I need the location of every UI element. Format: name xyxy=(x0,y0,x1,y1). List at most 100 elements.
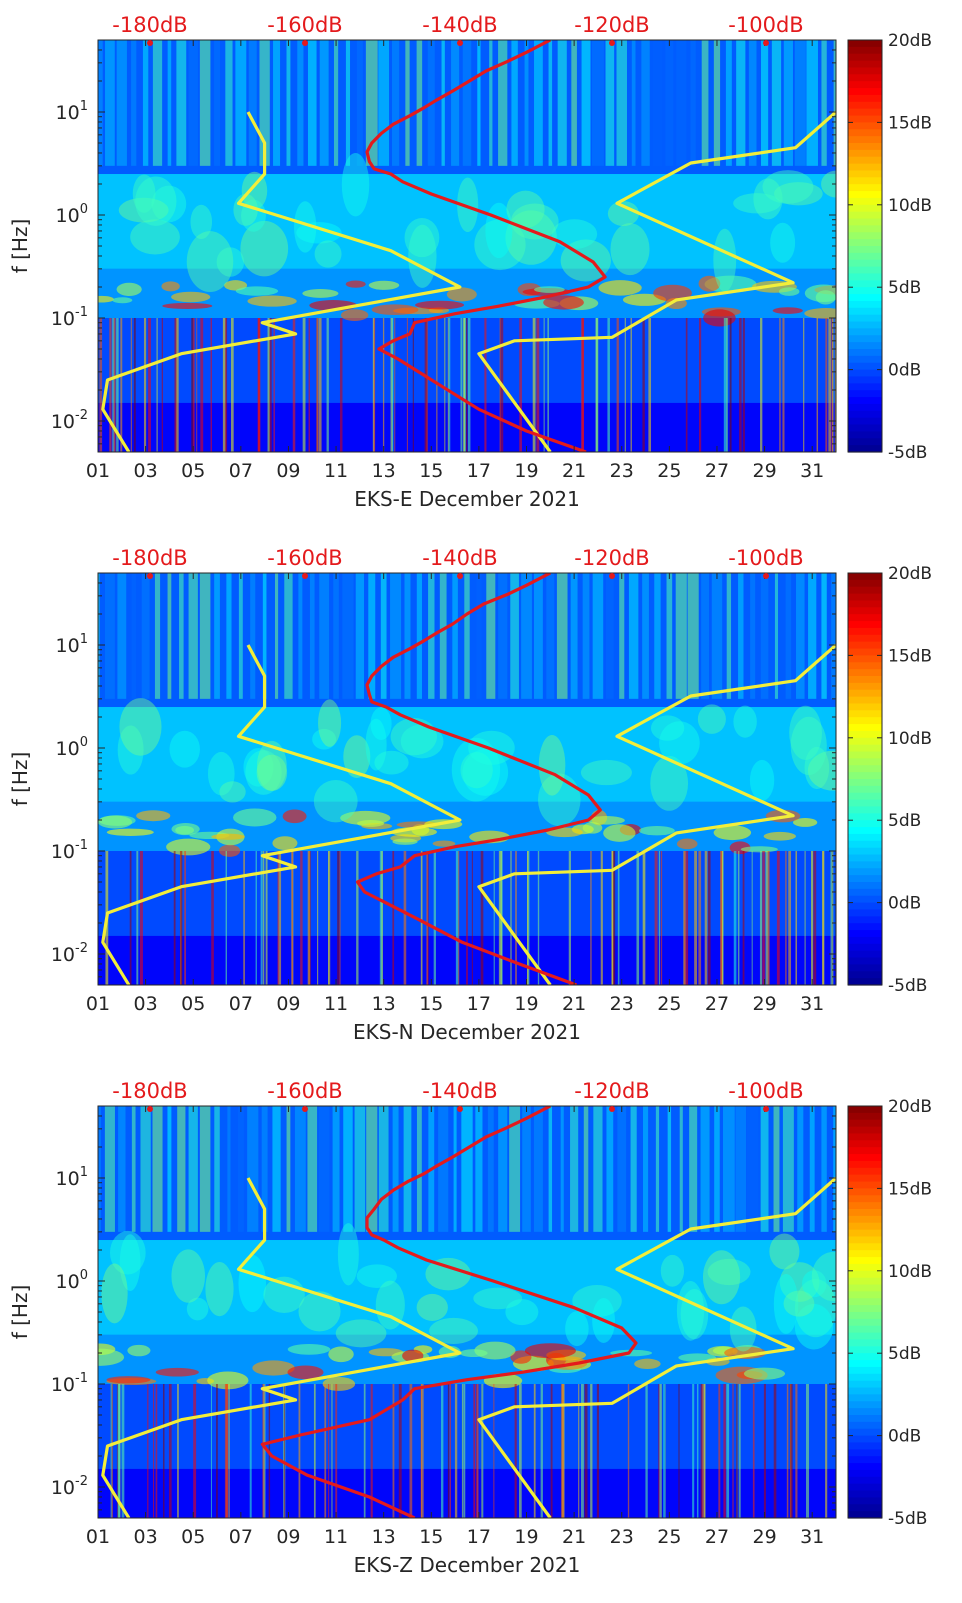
spectrogram-streak xyxy=(297,40,304,166)
spectrogram-streak xyxy=(98,40,103,166)
spectrogram-streak xyxy=(392,40,400,166)
spectrogram-streak xyxy=(760,1106,769,1232)
spectrogram-impulse xyxy=(658,1383,660,1518)
colorbar-segment xyxy=(848,1215,882,1224)
spectrogram-impulse xyxy=(803,317,805,452)
spectrogram-impulse xyxy=(335,1383,338,1518)
spectrogram-blob xyxy=(603,824,636,842)
spectrogram-blob xyxy=(510,1350,532,1364)
spectrogram-blob xyxy=(634,1358,661,1369)
spectrogram-streak xyxy=(342,573,354,699)
spectrogram-image xyxy=(98,573,836,985)
colorbar-segment xyxy=(848,751,882,759)
spectrogram-impulse xyxy=(230,317,234,452)
colorbar-segment xyxy=(848,758,882,766)
spectrogram-cloud xyxy=(341,152,370,217)
colorbar-segment xyxy=(848,1408,882,1416)
colorbar-tick-label: 20dB xyxy=(888,564,932,584)
spectrogram-impulse xyxy=(224,1383,228,1518)
spectrogram-streak xyxy=(333,40,339,166)
top-axis-label: -140dB xyxy=(422,13,497,37)
spectrogram-impulse xyxy=(582,317,584,452)
colorbar-segment xyxy=(848,586,882,595)
spectrogram-streak xyxy=(227,1106,231,1232)
spectrogram-impulse xyxy=(249,1383,252,1518)
colorbar-segment xyxy=(848,1188,882,1196)
spectrogram-impulse xyxy=(590,850,592,985)
spectrogram-streak xyxy=(616,40,627,166)
spectrogram-cloud xyxy=(821,170,836,198)
colorbar-segment xyxy=(848,868,882,876)
spectrogram-impulse xyxy=(192,317,195,452)
spectrogram-streak xyxy=(248,40,257,166)
spectrogram-streak xyxy=(237,1106,244,1232)
spectrogram-impulse xyxy=(118,1383,121,1518)
spectrogram-impulse xyxy=(424,317,428,452)
spectrogram-cloud xyxy=(245,750,282,795)
spectrogram-streak xyxy=(284,573,293,699)
x-tick-label: 25 xyxy=(657,460,681,482)
spectrogram-impulse xyxy=(291,850,294,985)
spectrogram-cloud xyxy=(474,219,526,271)
colorbar-segment xyxy=(848,943,882,952)
spectrogram-impulse xyxy=(257,317,261,452)
spectrogram-blob xyxy=(392,838,418,845)
spectrogram-impulse xyxy=(678,1383,680,1518)
y-axis-label: f [Hz] xyxy=(8,1285,32,1340)
spectrogram-cloud xyxy=(365,718,387,771)
spectrogram-cloud xyxy=(538,734,566,796)
top-axis-tick xyxy=(147,1106,153,1112)
spectrogram-impulse xyxy=(568,850,571,985)
colorbar-segment xyxy=(848,300,882,309)
spectrogram-cloud xyxy=(802,1270,827,1298)
spectrogram-impulse xyxy=(111,1383,113,1518)
colorbar-segment xyxy=(848,74,882,82)
spectrogram-streak xyxy=(309,573,315,699)
top-axis-tick xyxy=(147,40,153,46)
spectrogram-impulse xyxy=(441,1383,444,1518)
y-tick-label: 100 xyxy=(56,1268,88,1293)
spectrogram-impulse xyxy=(370,1383,373,1518)
colorbar-tick-label: 15dB xyxy=(888,113,932,133)
spectrogram-streak xyxy=(117,573,127,699)
spectrogram-cloud xyxy=(375,1280,405,1330)
colorbar-segment xyxy=(848,936,882,945)
spectrogram-streak xyxy=(676,40,687,166)
top-axis-label: -160dB xyxy=(267,13,342,37)
spectrogram-impulse xyxy=(328,850,330,985)
colorbar-tick-label: 5dB xyxy=(888,811,921,831)
colorbar-segment xyxy=(848,1106,882,1114)
colorbar-segment xyxy=(848,847,882,856)
colorbar-segment xyxy=(848,1291,882,1299)
spectrogram-streak xyxy=(687,573,699,699)
x-tick-label: 05 xyxy=(181,1526,205,1548)
model-curve-1 xyxy=(101,111,462,452)
spectrogram-impulse xyxy=(786,1383,789,1518)
spectrogram-streak xyxy=(247,1106,259,1232)
colorbar-segment xyxy=(848,854,882,862)
spectrogram-impulse xyxy=(112,317,115,452)
colorbar-segment xyxy=(848,1236,882,1244)
spectrogram-cloud xyxy=(425,1257,471,1291)
top-axis-tick xyxy=(302,1106,308,1112)
spectrogram-streak xyxy=(570,1106,579,1232)
spectrogram-streak xyxy=(701,573,709,699)
top-axis-label: -180dB xyxy=(112,13,187,37)
spectrogram-streak xyxy=(307,1106,318,1232)
spectrogram-impulse xyxy=(726,317,728,452)
x-tick-label: 13 xyxy=(372,993,396,1015)
spectrogram-blob xyxy=(415,300,465,310)
spectrogram-impulse xyxy=(527,850,529,985)
spectrogram-blob xyxy=(136,810,171,822)
spectrogram-impulse xyxy=(200,317,204,452)
spectrogram-impulse xyxy=(806,1383,809,1518)
spectrogram-cloud xyxy=(101,1263,128,1324)
spectrogram-streak xyxy=(652,40,663,166)
y-tick-label: 100 xyxy=(56,735,88,760)
spectrogram-cloud xyxy=(794,1279,836,1338)
spectrogram-impulse xyxy=(704,850,708,985)
colorbar-segment xyxy=(848,156,882,165)
spectrogram-blob xyxy=(698,275,721,292)
spectrogram-impulse xyxy=(139,850,143,985)
spectrogram-blob xyxy=(116,282,142,296)
